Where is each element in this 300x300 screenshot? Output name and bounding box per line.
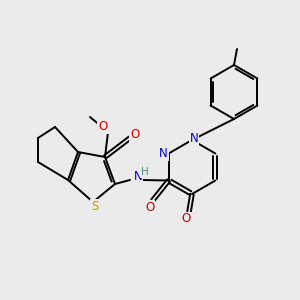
Text: O: O — [145, 201, 154, 214]
Text: N: N — [159, 147, 168, 160]
Text: O: O — [182, 212, 190, 226]
Text: S: S — [91, 200, 99, 212]
Text: H: H — [141, 167, 149, 177]
Text: O: O — [130, 128, 140, 142]
Text: O: O — [98, 121, 108, 134]
Text: N: N — [134, 170, 142, 184]
Text: N: N — [190, 133, 198, 146]
